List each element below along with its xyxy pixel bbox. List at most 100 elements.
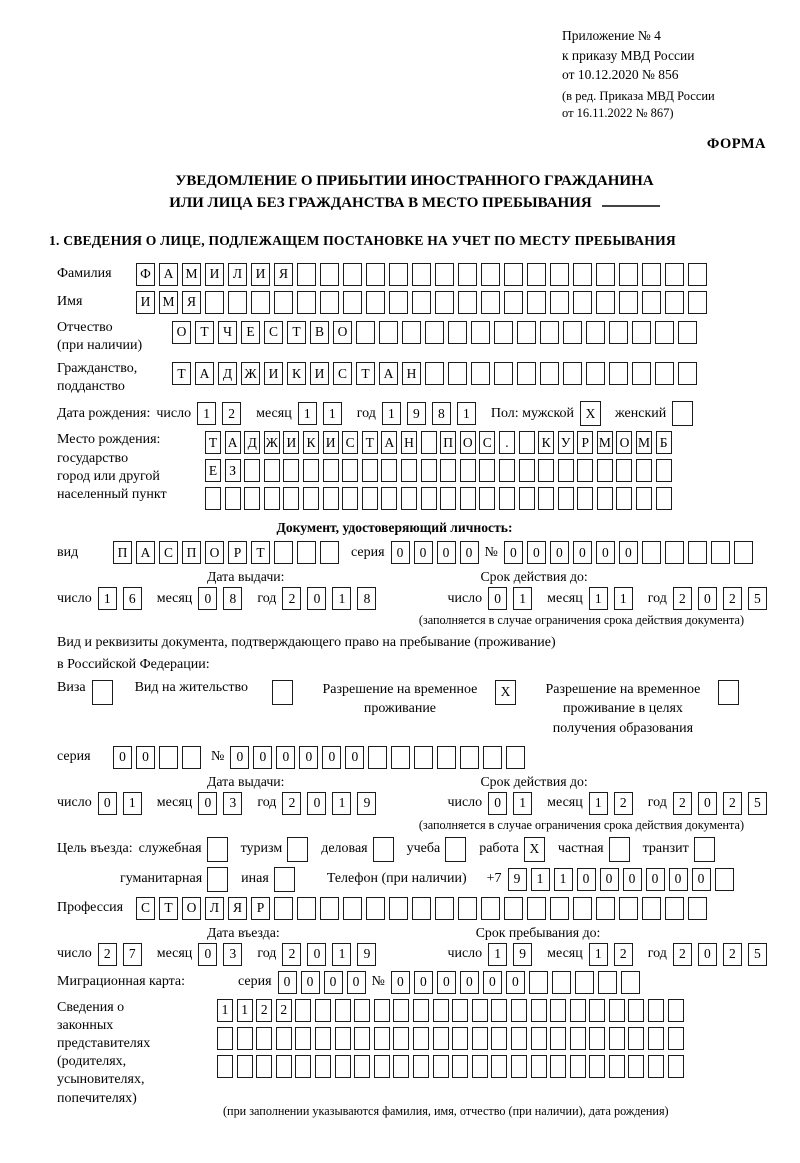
char-cell[interactable] [274, 290, 293, 314]
char-cell[interactable] [483, 745, 503, 769]
char-cell[interactable] [389, 262, 408, 286]
char-cell[interactable] [412, 1054, 429, 1078]
char-cell[interactable] [609, 320, 628, 344]
char-cell[interactable]: Я [228, 896, 247, 920]
char-cell[interactable] [714, 867, 734, 891]
char-cell[interactable] [391, 745, 411, 769]
char-cell[interactable] [366, 290, 385, 314]
char-cell[interactable]: О [616, 431, 633, 455]
char-cell[interactable]: . [498, 431, 515, 455]
char-cell[interactable]: Ф [136, 262, 155, 286]
char-cell[interactable] [557, 459, 574, 483]
char-cell[interactable] [577, 459, 594, 483]
char-cell[interactable] [510, 1054, 527, 1078]
char-cell[interactable] [596, 459, 613, 483]
char-cell[interactable] [334, 1026, 351, 1050]
char-cell[interactable] [518, 431, 535, 455]
char-cell[interactable]: О [205, 541, 224, 565]
char-cell[interactable] [596, 896, 615, 920]
char-cell[interactable] [481, 262, 500, 286]
char-cell[interactable]: С [333, 362, 352, 386]
month-cell[interactable]: 3 [223, 791, 243, 815]
char-cell[interactable] [687, 541, 707, 565]
char-cell[interactable] [393, 1026, 410, 1050]
year-cell[interactable]: 1 [456, 402, 476, 426]
char-cell[interactable]: 0 [622, 867, 642, 891]
checkbox[interactable] [273, 866, 295, 892]
char-cell[interactable] [608, 1026, 625, 1050]
char-cell[interactable]: А [381, 431, 398, 455]
month-cell[interactable]: 1 [297, 402, 317, 426]
char-cell[interactable]: 0 [459, 970, 479, 994]
char-cell[interactable] [389, 290, 408, 314]
char-cell[interactable] [366, 262, 385, 286]
char-cell[interactable] [412, 896, 431, 920]
char-cell[interactable] [710, 541, 730, 565]
char-cell[interactable] [665, 290, 684, 314]
char-cell[interactable]: 0 [390, 970, 410, 994]
char-cell[interactable] [589, 1026, 606, 1050]
char-cell[interactable] [244, 487, 261, 511]
checkbox[interactable] [445, 836, 467, 862]
char-cell[interactable]: Т [205, 431, 221, 455]
char-cell[interactable] [504, 262, 523, 286]
char-cell[interactable] [550, 896, 569, 920]
char-cell[interactable] [295, 1026, 312, 1050]
checkbox[interactable] [287, 836, 309, 862]
char-cell[interactable] [506, 745, 526, 769]
char-cell[interactable] [274, 896, 293, 920]
char-cell[interactable] [373, 1054, 390, 1078]
char-cell[interactable] [655, 459, 672, 483]
char-cell[interactable] [283, 487, 300, 511]
char-cell[interactable] [458, 290, 477, 314]
char-cell[interactable] [425, 320, 444, 344]
month-cell[interactable]: 1 [588, 791, 608, 815]
year-cell[interactable]: 8 [431, 402, 451, 426]
char-cell[interactable] [205, 290, 224, 314]
char-cell[interactable] [393, 998, 410, 1022]
day-cell[interactable]: 9 [513, 942, 533, 966]
char-cell[interactable] [354, 998, 371, 1022]
char-cell[interactable] [665, 896, 684, 920]
checkbox[interactable]: X [494, 679, 516, 705]
char-cell[interactable] [224, 487, 241, 511]
char-cell[interactable] [412, 998, 429, 1022]
char-cell[interactable]: Е [205, 459, 221, 483]
day-cell[interactable]: 1 [513, 587, 533, 611]
char-cell[interactable] [283, 459, 300, 483]
char-cell[interactable]: И [205, 262, 224, 286]
char-cell[interactable] [648, 998, 665, 1022]
char-cell[interactable] [550, 1054, 567, 1078]
char-cell[interactable] [414, 745, 434, 769]
char-cell[interactable] [664, 541, 684, 565]
char-cell[interactable]: 0 [459, 541, 479, 565]
char-cell[interactable] [655, 320, 674, 344]
char-cell[interactable] [563, 362, 582, 386]
char-cell[interactable]: 0 [549, 541, 569, 565]
char-cell[interactable] [236, 1026, 253, 1050]
char-cell[interactable] [608, 1054, 625, 1078]
char-cell[interactable] [642, 262, 661, 286]
char-cell[interactable]: А [159, 262, 178, 286]
char-cell[interactable]: 1 [530, 867, 550, 891]
char-cell[interactable] [320, 290, 339, 314]
char-cell[interactable] [412, 290, 431, 314]
char-cell[interactable] [448, 362, 467, 386]
char-cell[interactable] [550, 262, 569, 286]
year-cell[interactable]: 0 [697, 942, 717, 966]
year-cell[interactable]: 9 [406, 402, 426, 426]
char-cell[interactable] [619, 896, 638, 920]
month-cell[interactable]: 1 [588, 942, 608, 966]
char-cell[interactable] [297, 541, 316, 565]
char-cell[interactable] [437, 745, 457, 769]
char-cell[interactable] [589, 998, 606, 1022]
char-cell[interactable] [596, 262, 615, 286]
char-cell[interactable] [420, 459, 437, 483]
year-cell[interactable]: 0 [307, 587, 327, 611]
char-cell[interactable] [597, 970, 617, 994]
char-cell[interactable] [494, 320, 513, 344]
month-cell[interactable]: 0 [198, 587, 218, 611]
year-cell[interactable]: 8 [357, 587, 377, 611]
char-cell[interactable] [550, 290, 569, 314]
char-cell[interactable] [688, 290, 707, 314]
